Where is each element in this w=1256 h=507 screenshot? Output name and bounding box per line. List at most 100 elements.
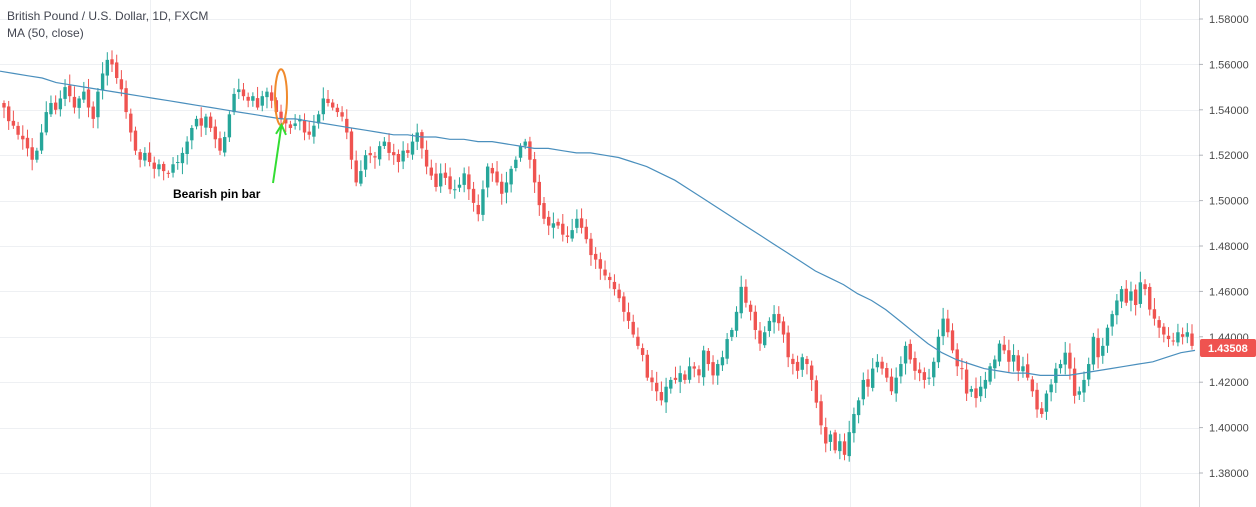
- candle: [279, 104, 283, 126]
- candle: [265, 87, 269, 109]
- candle-body: [875, 361, 880, 368]
- candle: [692, 362, 696, 378]
- candle-body: [7, 106, 11, 122]
- candle: [636, 327, 640, 350]
- candle-body: [1171, 340, 1175, 342]
- candle-body: [1124, 288, 1128, 303]
- candle-body: [30, 147, 34, 160]
- candle: [791, 353, 795, 375]
- candle-body: [401, 150, 405, 162]
- y-tick-label: 1.58000: [1209, 14, 1249, 26]
- candle: [171, 157, 175, 178]
- candle-body: [889, 376, 894, 392]
- candle: [232, 88, 236, 116]
- candle-body: [1077, 391, 1081, 395]
- candle-body: [490, 167, 495, 174]
- candle: [429, 159, 433, 180]
- candle: [528, 136, 532, 169]
- candle: [669, 376, 673, 394]
- candle-body: [579, 218, 584, 228]
- candle: [476, 194, 480, 222]
- candle: [190, 125, 194, 150]
- candle: [44, 101, 48, 136]
- candle-body: [476, 204, 480, 215]
- candle: [758, 322, 762, 351]
- candle: [556, 218, 560, 229]
- candle: [640, 343, 645, 362]
- candle-body: [312, 125, 316, 137]
- candle-body: [800, 357, 804, 370]
- candle: [678, 365, 682, 394]
- candle-body: [603, 269, 607, 276]
- candle: [194, 115, 199, 130]
- candle-body: [504, 182, 509, 193]
- candle: [997, 340, 1002, 367]
- candle-body: [659, 392, 664, 401]
- candle: [2, 100, 6, 119]
- candle-body: [429, 167, 433, 176]
- candle-body: [457, 184, 462, 188]
- candle: [269, 85, 274, 109]
- candle-body: [532, 159, 537, 183]
- candle-body: [997, 343, 1002, 362]
- candle-body: [1110, 314, 1114, 327]
- candle-body: [199, 118, 203, 126]
- candle: [593, 247, 598, 269]
- candle-body: [988, 366, 992, 382]
- candle-body: [1068, 352, 1072, 369]
- ma-line: [0, 70, 1196, 376]
- candle: [396, 149, 401, 173]
- candle-body: [781, 321, 786, 335]
- candle-body: [1016, 355, 1020, 371]
- candle: [716, 359, 720, 385]
- candle: [30, 138, 34, 171]
- candle: [1030, 376, 1035, 397]
- candle: [687, 357, 692, 384]
- candle-body: [448, 176, 452, 190]
- candle: [866, 369, 870, 397]
- candle: [115, 54, 119, 84]
- candle: [410, 133, 415, 160]
- candle: [1058, 359, 1063, 374]
- candle: [321, 87, 325, 121]
- candle-body: [1143, 284, 1147, 290]
- candle-body: [1115, 300, 1119, 316]
- candle-body: [725, 339, 729, 359]
- candle-body: [1152, 309, 1157, 319]
- candle-body: [194, 118, 199, 127]
- candle: [979, 376, 983, 402]
- candle-body: [814, 380, 819, 403]
- candle-body: [246, 96, 250, 101]
- candle-body: [2, 102, 6, 108]
- candle: [91, 101, 95, 129]
- candle-body: [213, 126, 217, 140]
- candle: [467, 166, 471, 200]
- candle-body: [171, 164, 175, 173]
- candle-body: [119, 79, 124, 90]
- candle: [551, 212, 556, 239]
- candle-body: [993, 359, 997, 369]
- candle: [509, 165, 513, 193]
- candle: [903, 341, 908, 375]
- candle-body: [1133, 289, 1138, 306]
- candle-body: [284, 118, 288, 124]
- candle: [847, 420, 851, 462]
- candle: [110, 50, 114, 73]
- candle: [25, 129, 30, 157]
- candle-body: [894, 377, 898, 394]
- pin-bar-arrowhead: [275, 122, 287, 136]
- candle-body: [21, 135, 25, 140]
- candle: [697, 365, 701, 384]
- candle: [368, 146, 372, 164]
- y-tick-label: 1.56000: [1209, 59, 1249, 71]
- candle: [7, 100, 11, 130]
- price-axis[interactable]: 1.58000 1.56000 1.54000 1.52000 1.50000 1.480…: [1199, 14, 1249, 480]
- candle-body: [185, 141, 189, 155]
- candle-body: [950, 330, 955, 351]
- candle-body: [584, 226, 588, 240]
- pin-bar-annotation: Bearish pin bar: [173, 68, 288, 201]
- candle: [218, 131, 222, 155]
- candle: [913, 351, 917, 380]
- candle-body: [655, 382, 659, 392]
